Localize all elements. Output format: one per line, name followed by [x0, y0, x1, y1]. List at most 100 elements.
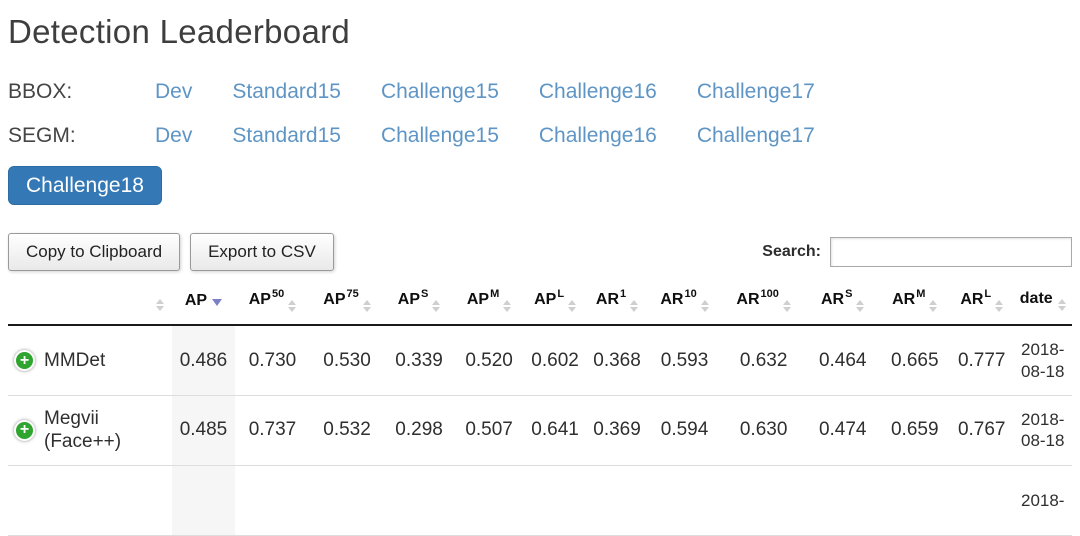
metric-value: 0.659: [879, 395, 950, 466]
column-header-ar1[interactable]: AR1: [586, 279, 648, 327]
sort-up-arrow: [856, 300, 865, 306]
metric-value: 0.298: [383, 395, 455, 466]
metric-value: 0.777: [950, 325, 1014, 396]
nav-link-segm-challenge16[interactable]: Challenge16: [538, 124, 657, 147]
row-name: MMDet: [44, 349, 106, 371]
nav-link-bbox-challenge16[interactable]: Challenge16: [538, 80, 657, 103]
nav-row-bbox: BBOX: Dev Standard15 Challenge15 Challenge16…: [8, 70, 1072, 114]
date-value: 2018-08-18: [1013, 395, 1072, 466]
column-header-aps[interactable]: APS: [383, 279, 455, 327]
column-label-ars: ARS: [820, 288, 853, 309]
column-header-apl[interactable]: APL: [523, 279, 587, 327]
leaderboard-table: AP AP50 AP75 APS APM APL AR1 AR10 AR100 ARS ARM ARL…: [8, 279, 1072, 536]
sort-down-arrow: [929, 307, 938, 313]
sort-both-icon: [782, 300, 791, 313]
nav-link-bbox-challenge17[interactable]: Challenge17: [696, 80, 815, 103]
metric-value: [950, 465, 1014, 536]
copy-to-clipboard-button[interactable]: Copy to Clipboard: [8, 233, 181, 271]
sort-down-arrow: [432, 307, 441, 313]
export-to-csv-button[interactable]: Export to CSV: [190, 233, 334, 271]
metric-value: 0.532: [310, 395, 384, 466]
date-value: 2018-: [1013, 465, 1072, 536]
metric-value: 0.485: [172, 395, 235, 466]
sort-down-arrow: [362, 307, 371, 313]
nav-link-bbox-challenge15[interactable]: Challenge15: [380, 80, 499, 103]
nav-label-segm: SEGM:: [8, 124, 76, 147]
sort-up-arrow: [568, 300, 577, 306]
sort-up-arrow: [1057, 299, 1066, 305]
nav-link-segm-challenge17[interactable]: Challenge17: [696, 124, 815, 147]
column-label-apm: APM: [466, 288, 500, 309]
expand-row-icon[interactable]: +: [14, 419, 35, 441]
nav-link-bbox-standard15[interactable]: Standard15: [232, 80, 341, 103]
row-name: Megvii (Face++): [44, 407, 122, 453]
sort-down-arrow: [995, 307, 1004, 313]
search-label: Search:: [762, 243, 821, 260]
metric-value: [454, 465, 524, 536]
metric-value: 0.767: [950, 395, 1014, 466]
column-header-apm[interactable]: APM: [454, 279, 524, 327]
metric-value: 0.632: [721, 325, 806, 396]
sort-up-arrow: [995, 300, 1004, 306]
sort-down-arrow: [1057, 306, 1066, 312]
metric-value: 0.665: [879, 325, 950, 396]
sort-both-icon: [1057, 299, 1066, 312]
sort-up-arrow: [929, 300, 938, 306]
column-header-ap50[interactable]: AP50: [234, 279, 311, 327]
leaderboard-nav: BBOX: Dev Standard15 Challenge15 Challenge16…: [8, 70, 1072, 158]
sort-both-icon: [700, 300, 709, 313]
metric-value: [805, 465, 880, 536]
column-header-arl[interactable]: ARL: [950, 279, 1014, 327]
detection-leaderboard-page: { "page": { "title": "Detection Leaderbo…: [8, 13, 1072, 536]
metric-value: [310, 465, 384, 536]
sort-down-arrow: [700, 307, 709, 313]
metric-value: 0.339: [383, 325, 455, 396]
column-header-ap[interactable]: AP: [172, 279, 235, 327]
sort-both-icon: [362, 300, 371, 313]
column-header-ar10[interactable]: AR10: [647, 279, 722, 327]
sort-up-arrow: [362, 300, 371, 306]
column-header-arm[interactable]: ARM: [879, 279, 950, 327]
challenge18-button[interactable]: Challenge18: [8, 166, 162, 205]
sort-both-icon: [630, 300, 639, 313]
sort-both-icon: [156, 299, 165, 312]
column-header-ars[interactable]: ARS: [805, 279, 880, 327]
column-label-ap75: AP75: [323, 288, 359, 309]
sort-down-arrow: [856, 307, 865, 313]
sort-up-arrow: [432, 300, 441, 306]
column-header-control[interactable]: [8, 279, 173, 327]
metric-value: 0.730: [234, 325, 311, 396]
nav-links-segm: Dev Standard15 Challenge15 Challenge16 Chall…: [155, 124, 815, 148]
sort-both-icon: [288, 300, 297, 313]
column-header-ap75[interactable]: AP75: [310, 279, 384, 327]
column-label-ar100: AR100: [736, 288, 779, 309]
sort-up-arrow: [700, 300, 709, 306]
table-row: + Megvii (Face++) 0.485 0.737 0.532 0.298 0.50…: [8, 395, 1072, 466]
metric-value: [523, 465, 587, 536]
sort-down-arrow: [568, 307, 577, 313]
nav-link-segm-challenge15[interactable]: Challenge15: [380, 124, 499, 147]
metric-value: [234, 465, 311, 536]
sort-up-arrow: [503, 300, 512, 306]
column-label-ap50: AP50: [248, 288, 285, 309]
table-toolbar: Copy to Clipboard Export to CSV Search:: [8, 233, 1072, 271]
search-input[interactable]: [830, 237, 1072, 267]
metric-value: 0.464: [805, 325, 880, 396]
nav-link-segm-standard15[interactable]: Standard15: [232, 124, 341, 147]
table-row: 2018-: [8, 465, 1072, 536]
nav-link-bbox-dev[interactable]: Dev: [155, 80, 193, 103]
nav-link-segm-dev[interactable]: Dev: [155, 124, 193, 147]
sort-both-icon: [503, 300, 512, 313]
column-header-date[interactable]: date: [1013, 279, 1072, 327]
metric-value: 0.602: [523, 325, 587, 396]
sort-down-arrow: [288, 307, 297, 313]
nav-row-segm: SEGM: Dev Standard15 Challenge15 Challenge16…: [8, 114, 1072, 158]
expand-row-icon[interactable]: +: [14, 350, 35, 372]
sort-up-arrow: [630, 300, 639, 306]
column-label-ar1: AR1: [595, 288, 627, 309]
toolbar-buttons: Copy to Clipboard Export to CSV: [8, 233, 334, 271]
column-label-ar10: AR10: [660, 288, 697, 309]
sort-down-arrow: [156, 306, 165, 312]
column-header-ar100[interactable]: AR100: [721, 279, 806, 327]
column-label-arl: ARL: [960, 288, 992, 309]
